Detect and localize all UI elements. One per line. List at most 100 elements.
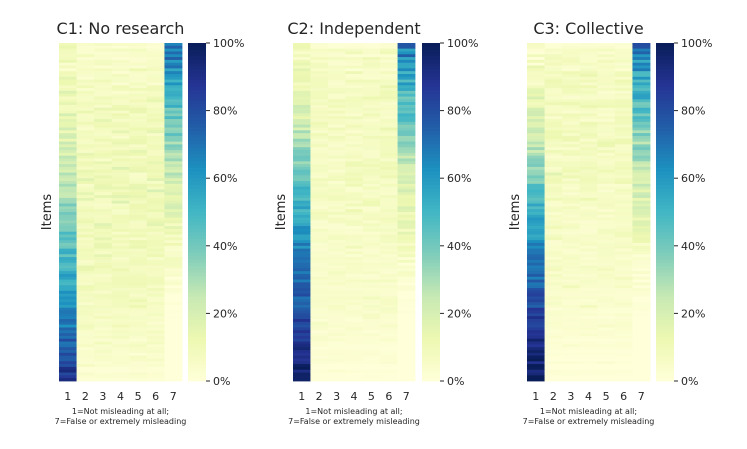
heatmap-cell: [527, 262, 545, 266]
heatmap-cell: [397, 175, 416, 179]
heatmap-cell: [111, 150, 130, 154]
heatmap-cell: [527, 96, 545, 100]
heatmap-cell: [527, 102, 545, 106]
colorbar-segment: [656, 195, 674, 199]
heatmap-cell: [597, 231, 616, 235]
heatmap-cell: [562, 88, 581, 92]
heatmap-cell: [327, 237, 346, 241]
heatmap-cell: [544, 175, 563, 179]
heatmap-cell: [562, 135, 581, 140]
heatmap-cell: [146, 254, 165, 258]
heatmap-cell: [632, 147, 651, 151]
colorbar-segment: [422, 154, 440, 159]
heatmap-cell: [94, 364, 113, 368]
heatmap-cell: [527, 214, 545, 219]
colorbar-segment: [422, 49, 440, 54]
heatmap-cell: [76, 333, 95, 337]
heatmap-cell: [310, 271, 329, 275]
heatmap-cell: [614, 161, 633, 165]
heatmap-cell: [293, 296, 311, 300]
heatmap-cell: [397, 59, 416, 64]
heatmap-cell: [345, 79, 364, 83]
colorbar-segment: [656, 53, 674, 57]
heatmap-cell: [164, 231, 183, 235]
heatmap-cell: [129, 90, 148, 95]
heatmap-cell: [129, 313, 148, 317]
heatmap-cell: [544, 93, 563, 97]
heatmap-cell: [111, 268, 130, 272]
heatmap-cell: [129, 358, 148, 362]
heatmap-cell: [293, 189, 311, 193]
heatmap-cell: [527, 121, 545, 126]
heatmap-cell: [164, 144, 183, 148]
heatmap-cell: [327, 116, 346, 120]
colorbar-segment: [422, 289, 440, 294]
heatmap-cell: [146, 338, 165, 342]
heatmap-cell: [614, 144, 633, 148]
heatmap-cell: [562, 150, 581, 154]
heatmap-cell: [527, 265, 545, 269]
heatmap-cell: [397, 350, 416, 354]
colorbar-tick-label: 40%: [681, 240, 705, 253]
heatmap-cell: [327, 257, 346, 261]
heatmap-cell: [76, 48, 95, 52]
heatmap-cell: [327, 344, 346, 348]
heatmap-cell: [111, 155, 130, 159]
heatmap-cell: [544, 366, 563, 371]
heatmap-cell: [59, 54, 77, 58]
colorbar-segment: [656, 93, 674, 98]
colorbar-tick-label: 80%: [213, 105, 237, 118]
heatmap-cell: [397, 257, 416, 261]
heatmap-cell: [310, 217, 329, 221]
heatmap-cell: [59, 375, 77, 379]
colorbar-segment: [656, 66, 674, 71]
heatmap-cell: [146, 279, 165, 283]
heatmap-cell: [597, 175, 616, 179]
heatmap-cell: [579, 276, 598, 280]
heatmap-cell: [310, 361, 329, 365]
heatmap-cell: [94, 209, 113, 213]
heatmap-cell: [632, 214, 651, 219]
heatmap-cell: [362, 183, 381, 188]
heatmap-cell: [345, 302, 364, 306]
heatmap-cell: [527, 240, 545, 244]
heatmap-cell: [562, 102, 581, 106]
colorbar-segment: [656, 249, 674, 253]
heatmap-cell: [579, 338, 598, 342]
heatmap-cell: [327, 290, 346, 295]
heatmap-cell: [94, 110, 113, 114]
heatmap-cell: [397, 54, 416, 58]
heatmap-cell: [632, 254, 651, 258]
heatmap-cell: [544, 186, 563, 190]
heatmap-cell: [614, 378, 633, 382]
heatmap-cell: [59, 330, 77, 334]
heatmap-cell: [562, 169, 581, 173]
heatmap-cell: [293, 65, 311, 69]
heatmap-cell: [579, 316, 598, 320]
heatmap-cell: [614, 352, 633, 357]
heatmap-cell: [146, 237, 165, 241]
heatmap-cell: [293, 257, 311, 261]
heatmap-cell: [94, 150, 113, 154]
heatmap-cell: [397, 347, 416, 351]
heatmap-cell: [345, 147, 364, 151]
heatmap-cell: [579, 59, 598, 64]
heatmap-cell: [614, 231, 633, 235]
heatmap-cell: [76, 82, 95, 86]
heatmap-cell: [111, 290, 130, 295]
heatmap-cell: [345, 116, 364, 120]
heatmap-cell: [94, 319, 113, 323]
heatmap-cell: [59, 116, 77, 120]
heatmap-cell: [632, 152, 651, 157]
colorbar-segment: [656, 286, 674, 291]
heatmap-cell: [362, 45, 381, 50]
colorbar-segment: [422, 90, 440, 95]
colorbar-segment: [188, 63, 206, 68]
heatmap-cell: [527, 304, 545, 309]
heatmap-cell: [327, 242, 346, 247]
colorbar-segment: [422, 235, 440, 240]
heatmap-cell: [579, 330, 598, 334]
heatmap-cell: [397, 45, 416, 50]
heatmap-cell: [59, 71, 77, 75]
